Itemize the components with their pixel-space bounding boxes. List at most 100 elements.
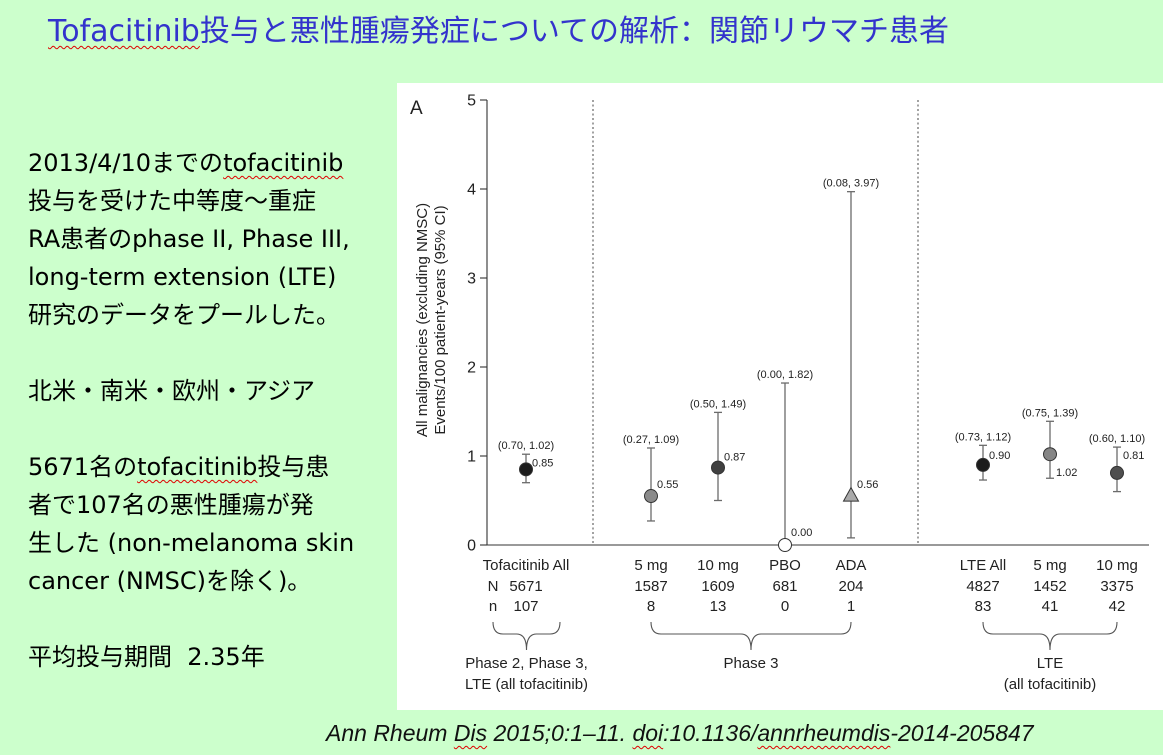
events-count-value: 1 [847, 598, 855, 615]
events-count-value: 0 [781, 598, 789, 615]
ci-label: (0.75, 1.39) [1022, 407, 1078, 419]
category-label: 10 mg [1096, 557, 1138, 574]
summary-text-segment: 投与患 [257, 453, 330, 481]
summary-paragraph-pooled-data: 2013/4/10までのtofacitinib 投与を受けた中等度～重症 RA患… [28, 144, 393, 334]
y-axis-title: Events/100 patient-years (95% CI) [432, 205, 449, 434]
summary-line: 北米・南米・欧州・アジア [28, 377, 316, 405]
chart-panel: A All malignancies (excluding NMSC) Events… [397, 83, 1163, 710]
row-label: N [488, 578, 499, 595]
summary-text-segment: 2013/4/10までの [28, 149, 224, 177]
events-count-value: 83 [975, 598, 992, 615]
ci-label: (0.08, 3.97) [823, 178, 879, 190]
patients-count-value: 4827 [966, 578, 999, 595]
data-point [1110, 465, 1124, 480]
row-label: n [489, 598, 497, 615]
category-label: PBO [769, 557, 801, 574]
citation: Ann Rheum Dis 2015;0:1–11. doi:10.1136/a… [326, 718, 1034, 748]
y-tick-label: 0 [467, 538, 476, 555]
events-count-value: 13 [710, 598, 727, 615]
citation-segment: doi [632, 720, 664, 746]
estimate-label: 0.55 [657, 479, 678, 491]
ci-label: (0.70, 1.02) [498, 440, 554, 452]
citation-segment: Dis [453, 720, 488, 746]
estimate-label: 0.56 [857, 479, 878, 491]
estimate-label: 1.02 [1056, 467, 1077, 479]
patients-count-value: 1452 [1033, 578, 1066, 595]
y-tick-label: 1 [467, 449, 476, 466]
citation-segment: -2014-205847 [890, 720, 1034, 746]
patients-count-value: 681 [772, 578, 797, 595]
ci-label: (0.50, 1.49) [690, 398, 746, 410]
title-drug-name: Tofacitinib [48, 14, 200, 49]
patients-count-value: 3375 [1100, 578, 1133, 595]
category-label: LTE All [960, 557, 1006, 574]
y-tick-label: 2 [467, 360, 476, 377]
group-brace [492, 621, 561, 651]
summary-line: 5671名のtofacitinib投与患 [28, 448, 393, 486]
group-label: LTE (all tofacitinib) [465, 676, 588, 693]
y-tick-label: 4 [467, 182, 476, 199]
category-label: Tofacitinib All [483, 557, 570, 574]
summary-paragraph-regions: 北米・南米・欧州・アジア [28, 372, 393, 410]
summary-drug-name: tofacitinib [223, 149, 344, 177]
data-point [1043, 447, 1057, 462]
summary-text: 2013/4/10までのtofacitinib 投与を受けた中等度～重症 RA患… [28, 144, 393, 714]
data-point [519, 462, 533, 477]
category-label: 5 mg [1033, 557, 1066, 574]
estimate-label: 0.00 [791, 527, 812, 539]
estimate-label: 0.90 [989, 450, 1010, 462]
summary-line: 者で107名の悪性腫瘍が発 [28, 491, 314, 519]
category-label: 10 mg [697, 557, 739, 574]
patients-count-value: 204 [838, 578, 863, 595]
estimate-label: 0.81 [1123, 450, 1144, 462]
ci-label: (0.73, 1.12) [955, 431, 1011, 443]
events-count-value: 41 [1042, 598, 1059, 615]
summary-line: 研究のデータをプールした。 [28, 301, 340, 329]
estimate-label: 0.85 [532, 457, 553, 469]
citation-segment: 2015;0:1–11. [487, 720, 633, 746]
group-brace [650, 621, 852, 651]
group-label: LTE [1037, 655, 1063, 672]
slide-title: Tofacitinib投与と悪性腫瘍発症についての解析：関節リウマチ患者 [48, 14, 949, 50]
summary-paragraph-duration: 平均投与期間 2.35年 [28, 638, 393, 676]
summary-line: 生した (non-melanoma skin [28, 529, 355, 557]
group-brace [982, 621, 1118, 651]
patients-count-value: 5671 [509, 578, 542, 595]
ci-label: (0.27, 1.09) [623, 434, 679, 446]
data-point [644, 489, 658, 504]
group-label: Phase 3 [723, 655, 778, 672]
data-point [778, 538, 792, 552]
summary-drug-name: tofacitinib [137, 453, 258, 481]
title-text: 投与と悪性腫瘍発症についての解析：関節リウマチ患者 [199, 14, 949, 49]
events-count-value: 107 [513, 598, 538, 615]
summary-line: 平均投与期間 2.35年 [28, 643, 265, 671]
events-count-value: 42 [1109, 598, 1126, 615]
events-count-value: 8 [647, 598, 655, 615]
ci-label: (0.00, 1.82) [757, 369, 813, 381]
citation-segment: Ann Rheum [326, 720, 454, 746]
citation-segment: :10.1136/ [663, 720, 758, 746]
data-point [711, 460, 725, 475]
y-tick-label: 5 [467, 93, 476, 110]
group-label: Phase 2, Phase 3, [465, 655, 588, 672]
summary-line: 2013/4/10までのtofacitinib [28, 144, 393, 182]
patients-count-value: 1587 [634, 578, 667, 595]
category-label: 5 mg [634, 557, 667, 574]
summary-text-segment: 5671名の [28, 453, 138, 481]
summary-line: 投与を受けた中等度～重症 [28, 187, 316, 215]
panel-label: A [410, 98, 423, 119]
patients-count-value: 1609 [701, 578, 734, 595]
category-label: ADA [836, 557, 867, 574]
estimate-label: 0.87 [724, 452, 745, 464]
summary-line: cancer (NMSC)を除く)。 [28, 567, 312, 595]
summary-line: RA患者のphase II, Phase III, [28, 225, 350, 253]
summary-paragraph-events: 5671名のtofacitinib投与患 者で107名の悪性腫瘍が発 生した (… [28, 448, 393, 600]
malignancy-rate-chart: A All malignancies (excluding NMSC) Events… [410, 93, 1149, 693]
summary-line: long-term extension (LTE) [28, 263, 337, 291]
data-point [976, 457, 990, 472]
y-axis-title: All malignancies (excluding NMSC) [414, 203, 431, 437]
group-label: (all tofacitinib) [1004, 676, 1097, 693]
y-tick-label: 3 [467, 271, 476, 288]
citation-segment: annrheumdis [757, 720, 891, 746]
